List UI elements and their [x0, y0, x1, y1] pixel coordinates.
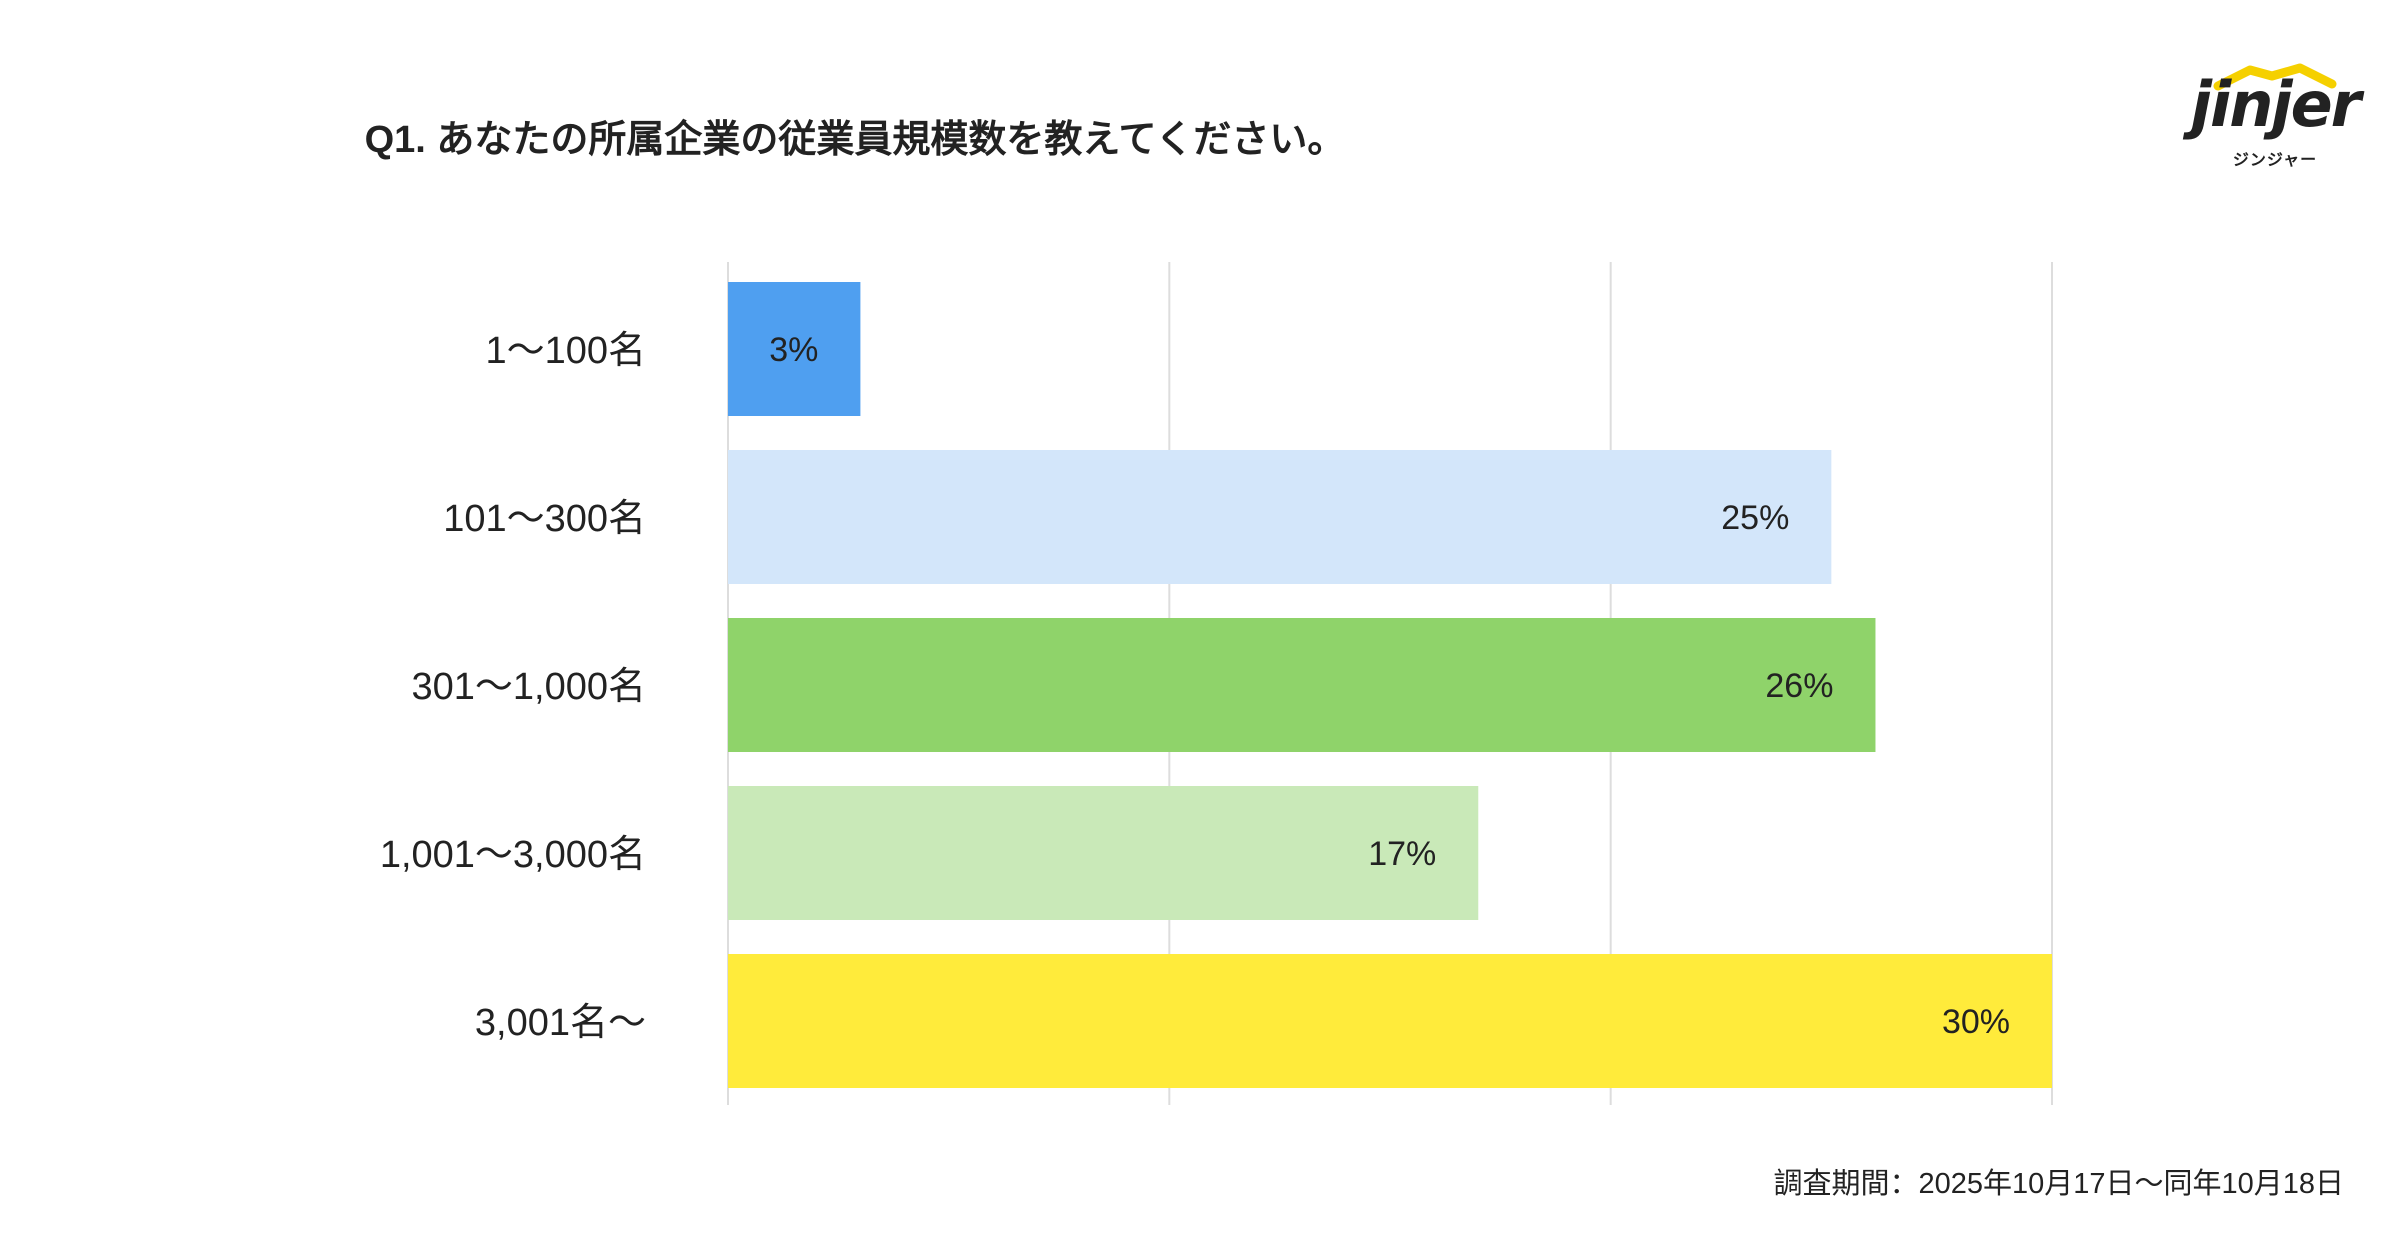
- category-label-1: 101〜300名: [443, 498, 646, 540]
- jinjer-logo: jinjer ジンジャー: [2180, 62, 2370, 172]
- bar-3: [728, 786, 1479, 920]
- bar-1: [728, 450, 1832, 584]
- bar-0: [728, 282, 861, 416]
- value-label-0: 3%: [769, 331, 818, 369]
- value-label-3: 17%: [1368, 835, 1436, 873]
- survey-period-note: 調査期間：2025年10月17日〜同年10月18日: [1773, 1168, 2344, 1200]
- bar-2: [728, 618, 1876, 752]
- logo-roof-icon: [2213, 63, 2337, 91]
- logo-subtitle: ジンジャー: [2232, 152, 2318, 169]
- value-label-2: 26%: [1765, 667, 1833, 705]
- category-label-0: 1〜100名: [485, 330, 646, 372]
- category-label-2: 301〜1,000名: [412, 666, 647, 708]
- value-label-4: 30%: [1942, 1003, 2010, 1041]
- logo-wordmark: jinjer: [2190, 68, 2362, 141]
- value-label-1: 25%: [1721, 499, 1789, 537]
- bar-4: [728, 954, 2052, 1088]
- chart-title: Q1. あなたの所属企業の従業員規模数を教えてください。: [364, 119, 1346, 161]
- category-label-3: 1,001〜3,000名: [380, 834, 646, 876]
- category-label-4: 3,001名〜: [475, 1002, 646, 1044]
